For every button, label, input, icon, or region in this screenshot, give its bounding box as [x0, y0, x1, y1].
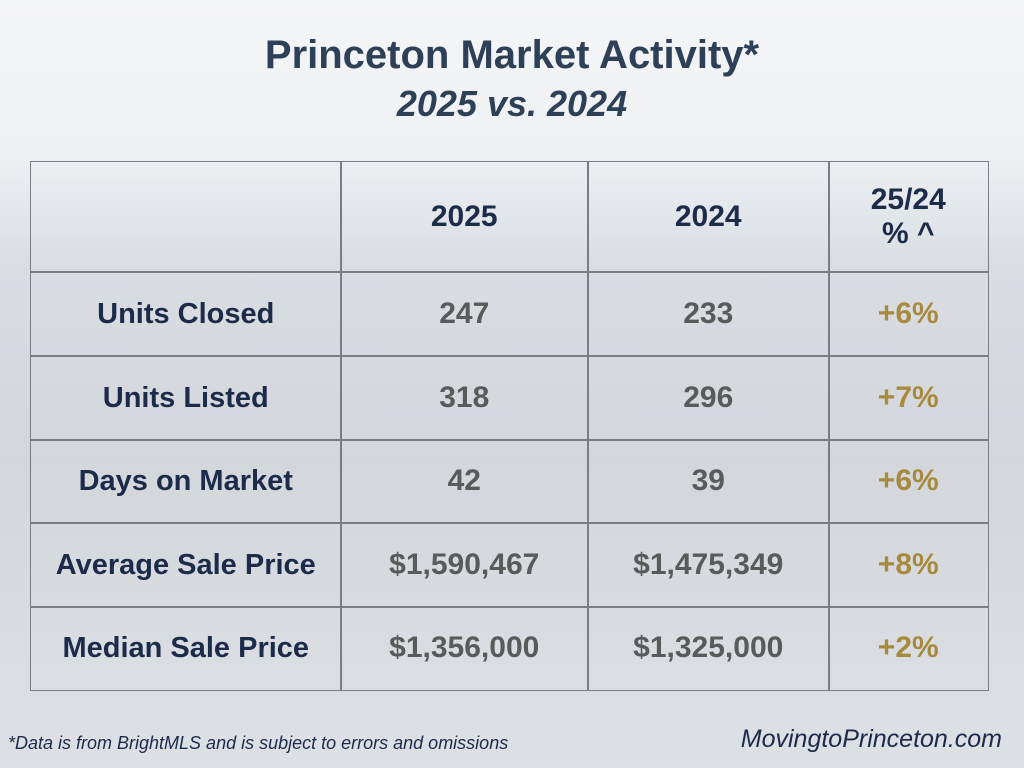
table-cell: $1,356,000: [340, 606, 589, 691]
corner-cell: [30, 161, 342, 273]
table-cell: +6%: [828, 439, 989, 524]
footnote: *Data is from BrightMLS and is subject t…: [8, 733, 509, 753]
table-cell: $1,475,349: [587, 522, 830, 608]
column-header: 25/24 % ^: [828, 161, 989, 273]
row-label: Days on Market: [30, 439, 342, 524]
table-cell: 233: [587, 271, 830, 357]
table: 2025 2024 25/24 % ^ Units Closed 247 233 +6% Un…: [30, 161, 989, 691]
table-cell: 247: [340, 271, 589, 357]
row-label: Units Listed: [30, 355, 342, 441]
site-url: MovingtoPrinceton.com: [740, 725, 1002, 753]
row-label: Median Sale Price: [30, 606, 342, 691]
table-cell: 296: [587, 355, 830, 441]
subtitle: 2025 vs. 2024: [396, 83, 628, 124]
row-label: Average Sale Price: [30, 522, 342, 608]
table-cell: 39: [587, 439, 830, 524]
column-header: 2024: [587, 161, 830, 273]
table-cell: 42: [340, 439, 589, 524]
title: Princeton Market Activity*: [264, 33, 760, 77]
table-cell: +8%: [828, 522, 989, 608]
row-label: Units Closed: [30, 271, 342, 357]
table-cell: 318: [340, 355, 589, 441]
table-cell: $1,325,000: [587, 606, 830, 691]
column-header: 2025: [340, 161, 589, 273]
table-cell: $1,590,467: [340, 522, 589, 608]
table-cell: +7%: [828, 355, 989, 441]
table-cell: +2%: [828, 606, 989, 691]
table-cell: +6%: [828, 271, 989, 357]
